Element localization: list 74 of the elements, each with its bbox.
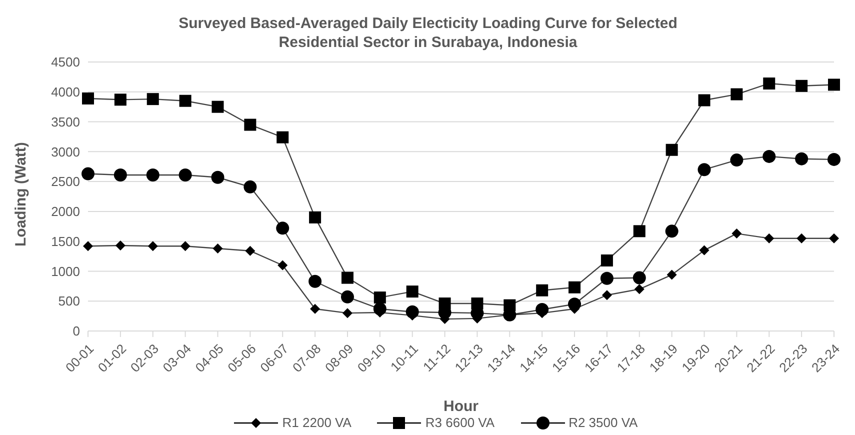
point xyxy=(828,152,840,166)
point xyxy=(504,299,516,312)
point xyxy=(795,152,808,166)
x-axis-title: Hour xyxy=(444,398,479,415)
point xyxy=(698,94,710,106)
y-tick-label: 2000 xyxy=(51,204,80,220)
point xyxy=(762,150,776,163)
point xyxy=(340,290,354,304)
point xyxy=(665,224,678,238)
point xyxy=(568,281,581,294)
y-axis-title: Loading (Watt) xyxy=(12,142,30,246)
point xyxy=(278,260,288,270)
point xyxy=(82,92,94,104)
point xyxy=(180,241,190,252)
point xyxy=(796,80,808,92)
point xyxy=(276,131,289,144)
point xyxy=(406,286,418,298)
point xyxy=(146,93,159,106)
point xyxy=(245,246,256,256)
point xyxy=(602,290,612,300)
point xyxy=(666,270,677,280)
point xyxy=(308,274,322,288)
point xyxy=(796,233,807,244)
point xyxy=(471,298,484,310)
point xyxy=(244,118,256,131)
point xyxy=(438,298,451,310)
y-tick-label: 500 xyxy=(58,294,80,309)
point xyxy=(829,233,839,244)
point xyxy=(633,225,646,238)
y-tick-label: 3000 xyxy=(51,144,80,160)
point xyxy=(536,284,548,296)
point xyxy=(763,78,776,90)
point xyxy=(698,163,711,176)
point xyxy=(212,100,224,113)
y-tick-label: 1000 xyxy=(51,264,80,279)
point xyxy=(764,233,774,244)
legend-label: R3 6600 VA xyxy=(424,415,495,430)
point xyxy=(699,245,710,256)
point xyxy=(600,254,613,266)
point xyxy=(114,94,126,106)
point xyxy=(309,211,322,224)
point xyxy=(115,240,126,251)
chart-title: Surveyed Based-Averaged Daily Electicity Loading Curve for Selected Residential Sector in Surabaya, Indonesia xyxy=(178,14,678,52)
point xyxy=(666,144,678,156)
point xyxy=(732,228,742,239)
point xyxy=(730,154,744,167)
y-tick-label: 3500 xyxy=(51,114,80,130)
point xyxy=(146,168,160,182)
point xyxy=(341,272,354,284)
legend-label: R2 3500 VA xyxy=(568,415,638,430)
point xyxy=(310,304,320,314)
point xyxy=(82,167,94,180)
point xyxy=(342,308,352,318)
y-tick-label: 2500 xyxy=(51,174,80,190)
point xyxy=(244,180,257,194)
point xyxy=(83,241,93,252)
point xyxy=(179,94,192,107)
point xyxy=(178,168,192,182)
point xyxy=(374,292,386,304)
point xyxy=(276,222,290,235)
y-tick-label: 0 xyxy=(72,324,80,339)
point xyxy=(148,241,158,252)
point xyxy=(828,78,840,91)
point xyxy=(632,271,646,284)
point xyxy=(600,272,614,285)
y-tick-label: 1500 xyxy=(51,234,80,249)
point xyxy=(634,284,644,294)
point xyxy=(212,244,223,254)
point xyxy=(114,168,127,182)
y-tick-label: 4500 xyxy=(51,54,80,70)
point xyxy=(211,170,224,184)
point xyxy=(730,88,743,100)
y-tick-label: 4000 xyxy=(51,84,80,100)
legend-label: R1 2200 VA xyxy=(281,415,352,430)
